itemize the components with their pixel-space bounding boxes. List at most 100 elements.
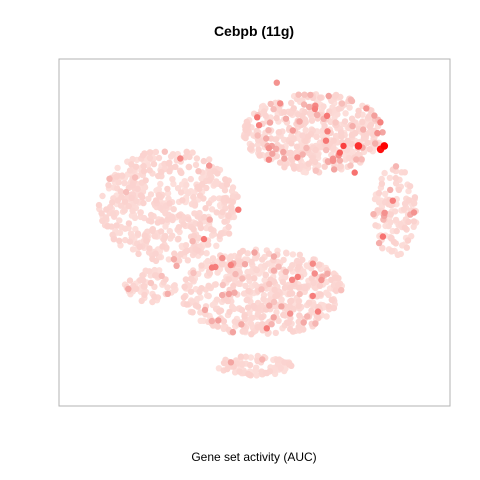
data-point xyxy=(295,318,302,325)
data-point xyxy=(166,168,173,175)
data-point xyxy=(129,155,136,163)
data-point xyxy=(381,190,389,197)
data-point xyxy=(218,261,226,268)
data-point xyxy=(325,303,332,310)
data-point xyxy=(227,253,235,260)
data-point xyxy=(270,106,277,113)
data-point xyxy=(273,79,280,86)
data-point xyxy=(109,199,116,206)
data-point xyxy=(161,148,168,155)
data-point xyxy=(157,180,164,188)
data-point xyxy=(312,167,319,174)
data-point xyxy=(203,250,210,257)
data-point xyxy=(268,321,275,328)
data-point xyxy=(157,204,164,211)
data-point xyxy=(401,224,409,231)
data-point xyxy=(224,365,231,373)
data-point xyxy=(177,155,184,162)
data-point xyxy=(410,218,418,225)
data-point xyxy=(347,162,354,169)
data-point xyxy=(114,197,122,204)
data-point xyxy=(305,103,313,111)
data-point xyxy=(185,163,193,171)
data-point xyxy=(122,236,129,244)
data-point xyxy=(309,292,316,300)
data-point xyxy=(251,275,258,282)
data-point xyxy=(261,276,268,284)
data-point xyxy=(337,163,344,170)
data-point xyxy=(372,140,379,147)
data-point xyxy=(346,104,353,111)
data-point xyxy=(269,150,276,157)
data-point xyxy=(242,282,249,290)
scatter-points xyxy=(95,79,420,379)
data-point xyxy=(114,164,121,172)
data-point xyxy=(265,156,273,163)
data-point xyxy=(202,205,209,212)
data-point xyxy=(315,314,322,322)
data-point xyxy=(170,206,177,213)
data-point xyxy=(206,216,213,223)
data-point xyxy=(288,140,295,147)
data-point xyxy=(110,210,117,218)
data-point xyxy=(158,218,166,225)
data-point xyxy=(214,323,221,330)
data-point xyxy=(299,151,306,158)
data-point xyxy=(213,209,220,216)
data-point xyxy=(324,158,332,165)
data-point xyxy=(280,148,287,156)
data-point xyxy=(276,159,284,166)
data-point xyxy=(183,301,190,308)
data-point xyxy=(132,197,140,205)
data-point xyxy=(134,185,141,193)
data-point xyxy=(158,272,165,280)
data-point xyxy=(380,142,389,150)
data-point xyxy=(259,256,266,263)
data-point xyxy=(330,137,337,144)
data-point xyxy=(294,273,301,281)
data-point xyxy=(287,298,294,305)
data-point xyxy=(263,325,270,332)
data-point xyxy=(164,216,171,223)
data-point xyxy=(164,290,171,297)
data-point xyxy=(378,175,385,183)
data-point xyxy=(336,149,343,156)
data-point xyxy=(183,181,190,189)
data-point xyxy=(247,320,255,328)
data-point xyxy=(198,285,205,292)
data-point xyxy=(323,112,331,120)
data-point xyxy=(227,261,234,269)
data-point xyxy=(238,321,245,328)
data-point xyxy=(410,223,417,230)
chart-title: Cebpb (11g) xyxy=(214,23,294,39)
data-point xyxy=(392,180,400,187)
data-point xyxy=(229,328,237,336)
data-point xyxy=(385,201,392,208)
data-point xyxy=(355,107,362,115)
data-point xyxy=(295,263,302,271)
data-point xyxy=(132,163,140,170)
data-point xyxy=(344,137,351,144)
data-point xyxy=(280,311,287,319)
data-point xyxy=(134,230,142,237)
data-point xyxy=(206,162,213,169)
data-point xyxy=(182,242,190,249)
data-point xyxy=(121,198,129,205)
data-point xyxy=(375,189,383,197)
data-point xyxy=(208,206,216,213)
data-point xyxy=(317,291,324,298)
data-point xyxy=(296,251,303,258)
data-point xyxy=(99,217,106,224)
data-point xyxy=(324,270,331,277)
data-point xyxy=(169,176,176,183)
data-point xyxy=(235,206,242,213)
data-point xyxy=(351,169,358,176)
data-point xyxy=(128,161,135,168)
data-point xyxy=(216,232,223,240)
data-point xyxy=(250,302,257,310)
data-point xyxy=(242,353,250,360)
data-point xyxy=(180,221,187,228)
data-point xyxy=(234,193,241,200)
data-point xyxy=(126,238,134,245)
data-point xyxy=(190,269,197,277)
